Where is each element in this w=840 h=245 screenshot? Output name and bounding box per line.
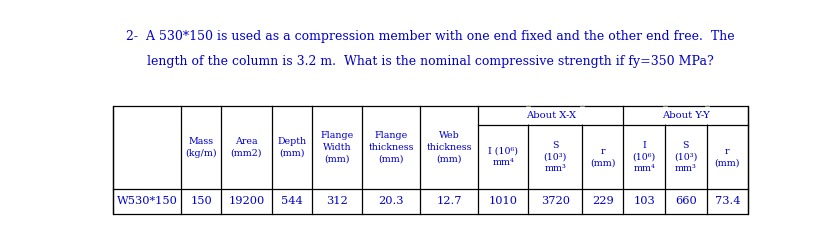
Text: length of the column is 3.2 m.  What is the nominal compressive strength if fy=3: length of the column is 3.2 m. What is t… — [147, 55, 714, 68]
Text: 312: 312 — [326, 196, 348, 207]
Text: 150: 150 — [191, 196, 212, 207]
Text: Flange
Width
(mm): Flange Width (mm) — [320, 132, 354, 163]
Text: Depth
(mm): Depth (mm) — [277, 137, 307, 158]
Text: 3720: 3720 — [541, 196, 570, 207]
Text: 12.7: 12.7 — [436, 196, 462, 207]
Text: Flange
thickness
(mm): Flange thickness (mm) — [369, 132, 414, 163]
Text: 1010: 1010 — [489, 196, 517, 207]
Text: About X-X: About X-X — [526, 111, 575, 120]
Text: I
(10⁶)
mm⁴: I (10⁶) mm⁴ — [633, 141, 656, 173]
Text: S
(10³)
mm³: S (10³) mm³ — [675, 141, 697, 173]
Bar — [113, 106, 748, 214]
Text: About Y-Y: About Y-Y — [662, 111, 710, 120]
Text: 229: 229 — [592, 196, 613, 207]
Text: r
(mm): r (mm) — [590, 147, 616, 167]
Text: I (10⁶)
mm⁴: I (10⁶) mm⁴ — [488, 147, 518, 167]
Text: 544: 544 — [281, 196, 302, 207]
Text: Web
thickness
(mm): Web thickness (mm) — [427, 132, 472, 163]
Text: 73.4: 73.4 — [715, 196, 740, 207]
Text: r
(mm): r (mm) — [715, 147, 740, 167]
Text: S
(10³)
mm³: S (10³) mm³ — [543, 141, 567, 173]
Text: 20.3: 20.3 — [378, 196, 404, 207]
Text: 2-  A 530*150 is used as a compression member with one end fixed and the other e: 2- A 530*150 is used as a compression me… — [126, 30, 735, 43]
Text: Area
(mm2): Area (mm2) — [231, 137, 262, 158]
Text: 19200: 19200 — [228, 196, 265, 207]
Text: W530*150: W530*150 — [117, 196, 177, 207]
Text: 660: 660 — [675, 196, 696, 207]
Text: Mass
(kg/m): Mass (kg/m) — [186, 137, 217, 158]
Text: 103: 103 — [633, 196, 655, 207]
